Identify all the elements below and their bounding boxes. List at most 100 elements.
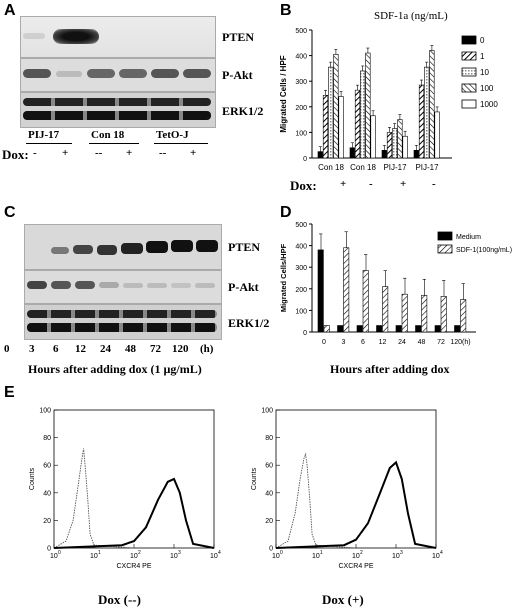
dox-value: + (62, 147, 69, 159)
x-tick-label: PIJ-17 (415, 163, 439, 172)
dox-value-b: - (432, 178, 436, 190)
y-tick-label: 80 (265, 435, 273, 442)
timepoint-label: (h) (200, 343, 214, 355)
y-tick-label: 60 (43, 463, 51, 470)
y-tick-label: 500 (295, 28, 307, 35)
y-axis-label: Migrated Cells / HPF (279, 55, 288, 132)
x-tick-label: 72 (437, 339, 445, 346)
bar (323, 325, 330, 333)
x-tick-label: 10 (210, 553, 218, 560)
bar (338, 96, 344, 159)
pten-faint-band (23, 33, 45, 39)
pten-blot-strip (20, 16, 216, 58)
legend-swatch (461, 35, 477, 45)
legend-title-b: SDF-1a (ng/mL) (374, 10, 448, 22)
x-tick-label: 120(h) (450, 339, 470, 346)
pakt-band (87, 69, 115, 78)
group-underline (26, 143, 72, 144)
legend-swatch (461, 83, 477, 93)
y-tick-label: 200 (295, 105, 307, 112)
dox-value: -- (159, 147, 167, 159)
bar (382, 286, 389, 333)
group-underline (89, 143, 139, 144)
bar (421, 294, 428, 333)
bar (386, 132, 393, 159)
pakt-band (123, 283, 143, 288)
group-underline (154, 143, 208, 144)
x-tick-exponent: 2 (360, 550, 363, 556)
bar (343, 247, 350, 333)
y-tick-label: 80 (43, 435, 51, 442)
y-tick-label: 0 (303, 156, 307, 163)
x-tick-label: 3 (342, 339, 346, 346)
bar (460, 299, 467, 333)
erk2-band (23, 111, 211, 120)
dox-value-b: - (369, 178, 373, 190)
bar (317, 249, 324, 333)
legend-label: 10 (480, 68, 489, 77)
dox-label-a: Dox: (2, 147, 29, 162)
legend-label: 1 (480, 52, 485, 61)
legend-swatch (437, 231, 453, 241)
x-axis-label: CXCR4 PE (116, 563, 151, 570)
y-tick-label: 200 (295, 287, 307, 294)
dox-value-b: + (400, 178, 407, 190)
x-axis-label: CXCR4 PE (338, 563, 373, 570)
pakt-band (119, 69, 147, 78)
erk2-band (27, 323, 217, 332)
x-tick-label: 48 (418, 339, 426, 346)
y-axis-label: Counts (29, 467, 36, 490)
timepoint-label: 3 (29, 343, 35, 355)
timepoint-label: 6 (53, 343, 59, 355)
panel-letter-a: A (4, 2, 16, 19)
bar (362, 270, 369, 333)
x-tick-label: 10 (352, 553, 360, 560)
dox-value: -- (95, 147, 103, 159)
blot-label-erk-c: ERK1/2 (228, 316, 270, 330)
blot-label-pakt: P-Akt (222, 68, 253, 82)
plot-frame (53, 409, 215, 549)
bar (402, 135, 408, 159)
y-tick-label: 100 (39, 408, 51, 415)
pten-band (146, 241, 168, 253)
bar (392, 128, 398, 159)
dox-value: + (190, 147, 197, 159)
timepoint-label: 48 (125, 343, 136, 355)
bar (397, 119, 403, 159)
pakt-band (147, 283, 167, 288)
cxcr4-histogram (275, 460, 437, 549)
isotype-histogram (275, 452, 357, 549)
legend-swatch (461, 99, 477, 109)
dox-label-b: Dox: (290, 178, 317, 193)
x-tick-label: 10 (90, 553, 98, 560)
y-axis-label: Migrated Cells/HPF (279, 243, 288, 312)
y-tick-label: 0 (269, 546, 273, 553)
x-tick-exponent: 0 (280, 550, 283, 556)
pakt-band (171, 283, 191, 288)
y-tick-label: 300 (295, 79, 307, 86)
bar (337, 325, 344, 333)
y-tick-label: 400 (295, 244, 307, 251)
x-tick-exponent: 4 (440, 550, 443, 556)
timepoint-label: 24 (100, 343, 111, 355)
erk-blot-strip (20, 92, 216, 128)
x-tick-label: 10 (272, 553, 280, 560)
bar (415, 325, 422, 333)
pakt-band (151, 69, 179, 78)
x-tick-label: 10 (432, 553, 440, 560)
pten-band (51, 247, 69, 254)
bar (365, 52, 371, 159)
dox-value-b: + (340, 178, 347, 190)
legend-swatch (461, 51, 477, 61)
bar (418, 84, 425, 159)
pten-blot-strip-c (24, 224, 222, 270)
pten-band (73, 245, 93, 254)
y-tick-label: 60 (265, 463, 273, 470)
bar (429, 50, 435, 159)
panel-letter-e: E (4, 384, 15, 401)
dox-value: + (126, 147, 133, 159)
bar (322, 94, 329, 159)
bar (328, 66, 334, 159)
timepoint-label: 0 (4, 343, 10, 355)
